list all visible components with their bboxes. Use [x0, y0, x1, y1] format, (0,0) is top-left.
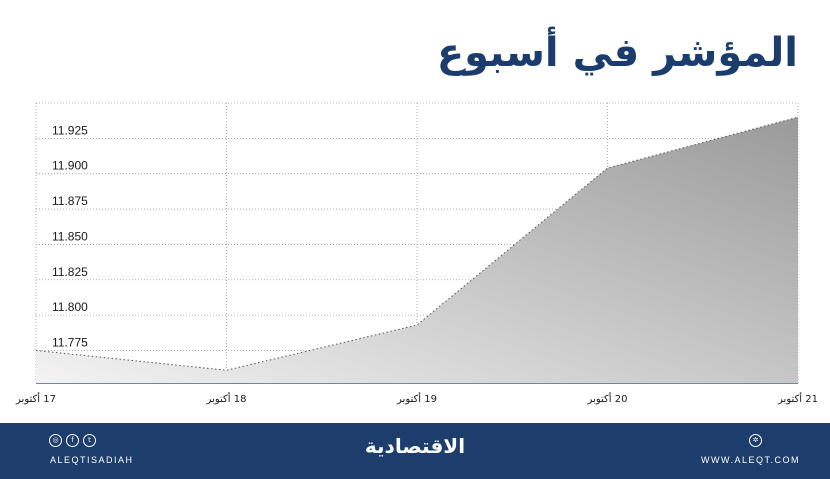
- chart: 11.775 11.800 11.825 11.850 11.875 11.900 11.9…: [15, 102, 818, 405]
- x-tick-label: 18 أكتوبر: [206, 392, 247, 405]
- y-tick-label: 11.875: [52, 194, 88, 208]
- web-icon-wrap: ✲: [749, 434, 762, 447]
- x-tick-label: 21 أكتوبر: [777, 392, 818, 405]
- globe-icon: ✲: [749, 434, 762, 447]
- y-tick-label: 11.775: [52, 335, 88, 349]
- data-area: [36, 117, 798, 383]
- y-tick-label: 11.800: [52, 300, 88, 314]
- y-tick-label: 11.925: [52, 123, 88, 137]
- facebook-icon[interactable]: f: [66, 434, 79, 447]
- website-link[interactable]: WWW.ALEQT.COM: [701, 455, 800, 465]
- social-handle: ALEQTISADIAH: [50, 455, 134, 465]
- page-title: المؤشر في أسبوع: [436, 30, 798, 76]
- social-icons: ◎ f t: [49, 434, 96, 447]
- x-tick-label: 20 أكتوبر: [587, 392, 628, 405]
- footer-bar: [0, 423, 830, 479]
- brand-logo: الاقتصادية: [364, 434, 466, 458]
- twitter-icon[interactable]: t: [83, 434, 96, 447]
- y-tick-label: 11.850: [52, 229, 88, 243]
- y-tick-label: 11.825: [52, 265, 88, 279]
- y-tick-label: 11.900: [52, 159, 88, 173]
- x-tick-label: 17 أكتوبر: [15, 392, 56, 405]
- instagram-icon[interactable]: ◎: [49, 434, 62, 447]
- x-tick-label: 19 أكتوبر: [396, 392, 437, 405]
